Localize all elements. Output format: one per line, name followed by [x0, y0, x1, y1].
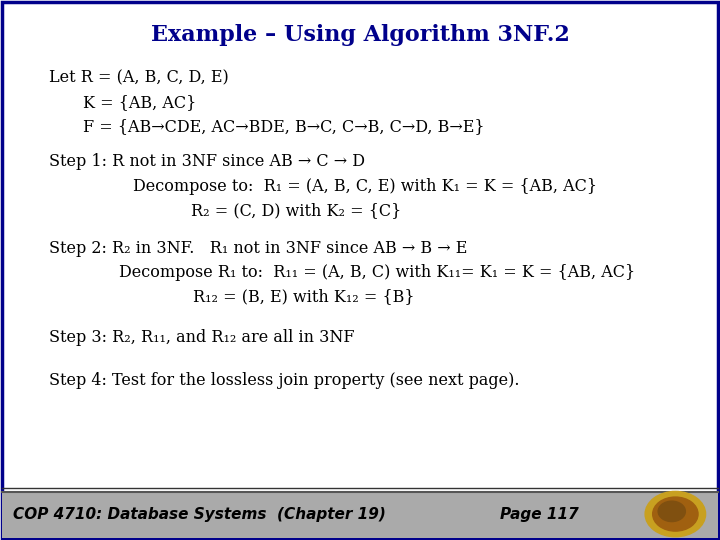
Text: Decompose R₁ to:  R₁₁ = (A, B, C) with K₁₁= K₁ = K = {AB, AC}: Decompose R₁ to: R₁₁ = (A, B, C) with K₁… [119, 264, 635, 281]
Text: Let R = (A, B, C, D, E): Let R = (A, B, C, D, E) [49, 70, 229, 87]
Text: Step 4: Test for the lossless join property (see next page).: Step 4: Test for the lossless join prope… [49, 372, 519, 389]
Circle shape [653, 497, 698, 531]
Text: R₁₂ = (B, E) with K₁₂ = {B}: R₁₂ = (B, E) with K₁₂ = {B} [193, 288, 415, 306]
Bar [2, 492, 718, 538]
Text: Decompose to:  R₁ = (A, B, C, E) with K₁ = K = {AB, AC}: Decompose to: R₁ = (A, B, C, E) with K₁ … [133, 178, 598, 195]
Text: F = {AB→CDE, AC→BDE, B→C, C→B, C→D, B→E}: F = {AB→CDE, AC→BDE, B→C, C→B, C→D, B→E} [83, 118, 485, 136]
Text: K = {AB, AC}: K = {AB, AC} [83, 94, 196, 111]
Text: Step 3: R₂, R₁₁, and R₁₂ are all in 3NF: Step 3: R₂, R₁₁, and R₁₂ are all in 3NF [49, 329, 354, 346]
Text: Page 117: Page 117 [500, 507, 579, 522]
Circle shape [645, 491, 706, 537]
Text: Step 1: R not in 3NF since AB → C → D: Step 1: R not in 3NF since AB → C → D [49, 153, 365, 171]
Text: COP 4710: Database Systems  (Chapter 19): COP 4710: Database Systems (Chapter 19) [13, 507, 386, 522]
Text: Example – Using Algorithm 3NF.2: Example – Using Algorithm 3NF.2 [150, 24, 570, 46]
Circle shape [658, 501, 685, 522]
Text: Step 2: R₂ in 3NF.   R₁ not in 3NF since AB → B → E: Step 2: R₂ in 3NF. R₁ not in 3NF since A… [49, 240, 467, 257]
Text: R₂ = (C, D) with K₂ = {C}: R₂ = (C, D) with K₂ = {C} [191, 202, 401, 219]
